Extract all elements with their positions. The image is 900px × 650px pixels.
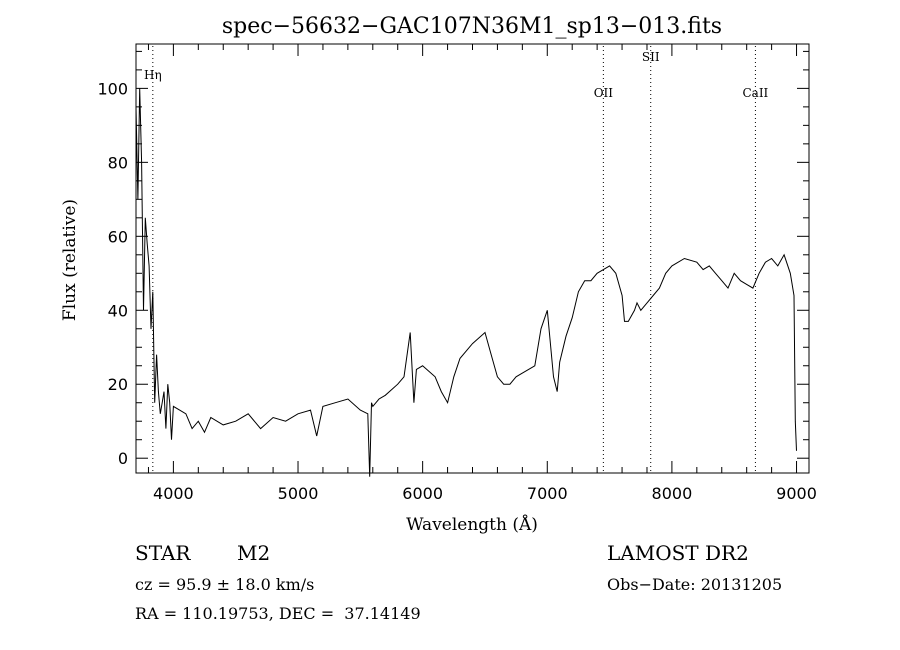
y-tick-label: 80 [108, 153, 128, 172]
survey-name: LAMOST DR2 [607, 541, 749, 565]
x-tick-label: 5000 [278, 484, 319, 503]
x-tick-label: 9000 [776, 484, 817, 503]
plot-frame [135, 43, 810, 474]
x-tick-label: 7000 [527, 484, 568, 503]
redshift-cz: cz = 95.9 ± 18.0 km/s [135, 575, 315, 594]
y-tick-label: 20 [108, 375, 128, 394]
annotation-label: Hη [144, 68, 162, 82]
y-tick-label: 40 [108, 301, 128, 320]
plot-area: 4000 5000 6000 7000 8000 9000 0 20 40 60 80 100 Hη OI… [97, 43, 817, 503]
object-class: STAR [135, 541, 191, 565]
x-tick-label: 4000 [153, 484, 194, 503]
annotation-label: CaII [742, 86, 768, 100]
x-tick-label: 8000 [652, 484, 693, 503]
coordinates: RA = 110.19753, DEC = 37.14149 [135, 604, 421, 623]
x-tick-label: 6000 [402, 484, 443, 503]
annotation-label: SII [642, 50, 660, 64]
observation-date: Obs−Date: 20131205 [607, 575, 783, 594]
object-subclass: M2 [237, 541, 271, 565]
y-tick-label: 60 [108, 227, 128, 246]
chart-title: spec−56632−GAC107N36M1_sp13−013.fits [222, 14, 722, 39]
annotation-label: OII [594, 86, 614, 100]
y-tick-label: 100 [97, 79, 128, 98]
x-axis-label: Wavelength (Å) [406, 514, 538, 535]
y-axis-label: Flux (relative) [60, 199, 80, 321]
y-tick-label: 0 [118, 449, 128, 468]
spectrum-series-line [135, 88, 797, 477]
